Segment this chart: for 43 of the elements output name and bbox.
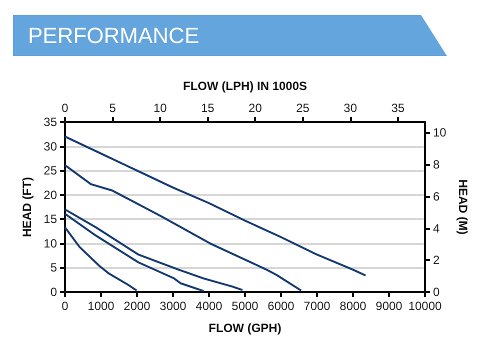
x-tick-label: 8000 bbox=[340, 299, 367, 313]
x-tick-label: 0 bbox=[62, 299, 69, 313]
y-tick-label: 30 bbox=[44, 139, 58, 154]
y-tick-label: 25 bbox=[44, 164, 58, 178]
y-tick-label: 15 bbox=[44, 212, 58, 226]
x-tick-label: 2000 bbox=[124, 299, 151, 313]
line-series bbox=[64, 208, 244, 292]
x2-tick-label: 30 bbox=[344, 101, 358, 115]
y-tick-label: 10 bbox=[44, 236, 58, 250]
y2-axis-title: HEAD (M) bbox=[456, 179, 470, 235]
x-tick-label: 7000 bbox=[304, 299, 331, 313]
line-series bbox=[64, 136, 367, 276]
x2-tick-label: 35 bbox=[391, 101, 405, 115]
line-series bbox=[64, 226, 138, 292]
x-tick-label: 10000 bbox=[408, 299, 442, 313]
y-tick-label: 20 bbox=[44, 188, 58, 202]
x2-tick-label: 20 bbox=[248, 101, 262, 115]
x-tick-label: 9000 bbox=[376, 299, 403, 313]
x2-tick-label: 5 bbox=[109, 101, 116, 115]
y2-tick-label: 4 bbox=[433, 221, 440, 236]
y-axis-title: HEAD (FT) bbox=[20, 177, 34, 237]
y2-tick-label: 6 bbox=[433, 189, 440, 204]
x2-tick-label: 15 bbox=[200, 101, 215, 115]
x2-tick-label: 10 bbox=[153, 101, 168, 115]
x-tick-label: 5000 bbox=[232, 299, 259, 313]
y-tick-label: 5 bbox=[50, 260, 58, 275]
x-tick-label: 6000 bbox=[268, 299, 295, 313]
x-tick-label: 3000 bbox=[160, 299, 187, 313]
x2-tick-label: 0 bbox=[62, 101, 69, 115]
x-tick-label: 4000 bbox=[196, 299, 223, 313]
y2-tick-label: 2 bbox=[433, 253, 440, 268]
chart-title: PERFORMANCE bbox=[28, 23, 200, 49]
x2-axis-title: FLOW (LPH) IN 1000S bbox=[182, 79, 308, 93]
line-series bbox=[64, 164, 302, 292]
y2-tick-label: 10 bbox=[433, 126, 447, 140]
y-tick-label: 35 bbox=[44, 115, 58, 129]
y2-tick-label: 0 bbox=[433, 285, 440, 299]
x-axis-title: FLOW (GPH) bbox=[208, 321, 282, 335]
x2-tick-label: 25 bbox=[296, 101, 310, 115]
line-series bbox=[64, 212, 205, 292]
y-tick-label: 0 bbox=[50, 285, 58, 299]
x-tick-label: 1000 bbox=[88, 299, 115, 313]
y2-tick-label: 8 bbox=[433, 158, 440, 172]
